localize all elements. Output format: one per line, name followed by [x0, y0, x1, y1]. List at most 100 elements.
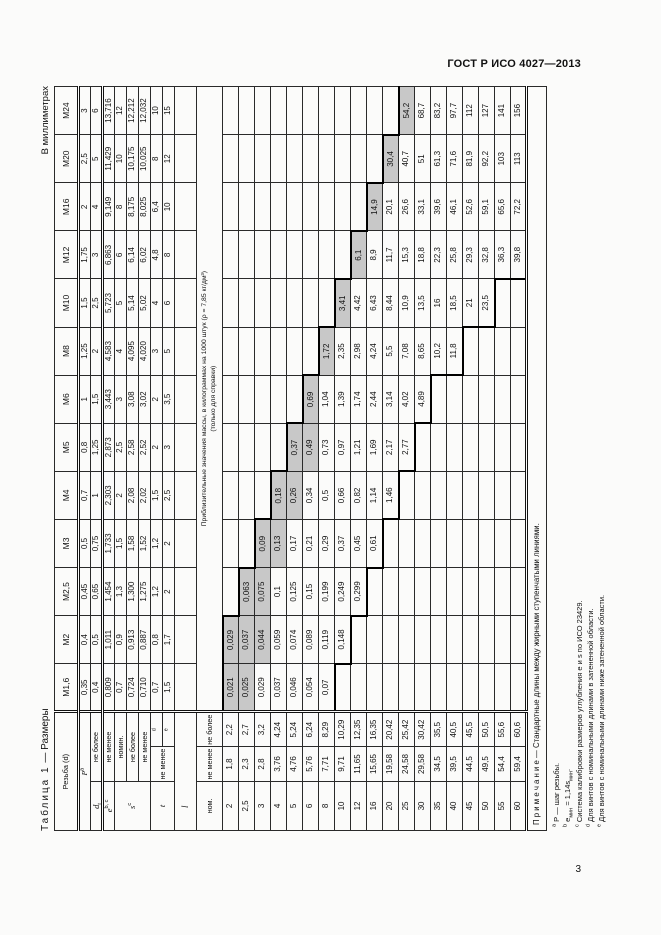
mass-cell — [510, 278, 527, 328]
s-max-cell: 8,175 — [126, 182, 139, 231]
mass-cell: 0,97 — [334, 423, 351, 472]
t-long-cell: 1,7 — [162, 615, 175, 664]
mass-cell — [302, 278, 319, 328]
mass-cell — [238, 230, 255, 279]
length-nom-cell: 8 — [318, 781, 335, 831]
length-max-cell: 2,7 — [238, 711, 255, 747]
size-header-cell: М2,5 — [54, 567, 79, 616]
mass-cell — [254, 278, 271, 328]
dt-value-cell: 2 — [90, 327, 103, 376]
spacer-cell — [174, 471, 197, 520]
t-short-mark: d — [150, 711, 163, 747]
t-short-cell: 0,8 — [150, 615, 163, 664]
pitch-value-cell: 0,4 — [78, 615, 91, 664]
mass-cell — [446, 519, 463, 568]
mass-cell: 0,13 — [270, 519, 287, 568]
t-short-cell: 6,4 — [150, 182, 163, 231]
mass-cell: 4,02 — [398, 375, 415, 424]
s-max-cell: 1,300 — [126, 567, 139, 616]
length-max-cell: 16,35 — [366, 711, 383, 747]
pitch-value-cell: 1,25 — [78, 327, 91, 376]
t-long-cell: 2,5 — [162, 471, 175, 520]
mass-cell: 32,8 — [478, 230, 495, 279]
size-header-cell: М24 — [54, 86, 79, 135]
mass-cell: 11,7 — [382, 230, 399, 279]
mass-cell — [222, 278, 239, 328]
mass-cell: 0,046 — [286, 663, 303, 712]
mass-cell: 16 — [430, 278, 447, 328]
mass-cell — [494, 567, 511, 616]
mass-cell — [302, 86, 319, 135]
mass-cell: 0,66 — [334, 471, 351, 520]
length-min-cell: 9,71 — [334, 746, 351, 782]
footnote: а Р — шаг резьбы. — [551, 762, 562, 827]
mass-cell — [238, 327, 255, 376]
mass-cell: 2,17 — [382, 423, 399, 472]
s-max-cell: 5,14 — [126, 278, 139, 328]
mass-cell — [366, 567, 383, 616]
mass-cell — [334, 230, 351, 279]
spacer-cell — [174, 86, 197, 135]
mass-cell — [478, 375, 495, 424]
e-value-cell: 6,863 — [102, 230, 115, 279]
mass-cell — [222, 567, 239, 616]
s-min-cell: 1,52 — [138, 519, 151, 568]
units-label: В миллиметрах — [40, 86, 51, 155]
mass-cell — [238, 182, 255, 231]
t-short-cell: 1,5 — [150, 471, 163, 520]
mass-cell — [366, 134, 383, 183]
mass-cell: 52,6 — [462, 182, 479, 231]
mass-cell: 25,8 — [446, 230, 463, 279]
mass-cell — [414, 663, 431, 712]
mass-cell — [286, 375, 303, 424]
s-min-cell: 8,025 — [138, 182, 151, 231]
mass-cell: 65,6 — [494, 182, 511, 231]
spacer-cell — [174, 278, 197, 328]
mass-cell — [462, 663, 479, 712]
mass-cell — [270, 423, 287, 472]
length-max-cell: 10,29 — [334, 711, 351, 747]
length-min-cell: 2,8 — [254, 746, 271, 782]
mass-cell — [270, 230, 287, 279]
dt-criterion-label: не более — [90, 711, 103, 782]
mass-cell — [302, 134, 319, 183]
mass-header-cell: Приблизительные значения массы, в килогр… — [196, 86, 223, 712]
mass-cell — [350, 134, 367, 183]
mass-cell — [222, 375, 239, 424]
mass-cell: 30,4 — [382, 134, 399, 183]
mass-cell — [366, 663, 383, 712]
s-min-cell: 6,02 — [138, 230, 151, 279]
mass-cell — [462, 615, 479, 664]
dt-value-cell: 2,5 — [90, 278, 103, 328]
dt-value-cell: 6 — [90, 86, 103, 135]
mass-cell: 0,37 — [286, 423, 303, 472]
mass-cell — [382, 519, 399, 568]
mass-cell — [462, 423, 479, 472]
table-caption: Таблица 1 — Размеры — [40, 708, 51, 831]
s-max-cell: 2,08 — [126, 471, 139, 520]
mass-cell: 10,9 — [398, 278, 415, 328]
length-nom-cell: 20 — [382, 781, 399, 831]
s-max-cell: 12,212 — [126, 86, 139, 135]
mass-cell — [334, 663, 351, 712]
mass-cell: 6,43 — [366, 278, 383, 328]
spacer-cell — [174, 327, 197, 376]
pitch-value-cell: 0,45 — [78, 567, 91, 616]
mass-cell: 51 — [414, 134, 431, 183]
mass-cell: 0,15 — [302, 567, 319, 616]
t-short-cell: 0,7 — [150, 663, 163, 712]
mass-cell: 1,69 — [366, 423, 383, 472]
mass-cell: 2,77 — [398, 423, 415, 472]
pitch-value-cell: 0,35 — [78, 663, 91, 712]
s-min-cell: 4,020 — [138, 327, 151, 376]
length-max-cell: 25,42 — [398, 711, 415, 747]
table-note: П р и м е ч а н и е — Стандартные длины … — [526, 86, 547, 831]
length-nom-cell: 25 — [398, 781, 415, 831]
mass-cell — [510, 327, 527, 376]
length-nom-cell: 10 — [334, 781, 351, 831]
mass-cell — [254, 134, 271, 183]
length-min-cell: 15,65 — [366, 746, 383, 782]
mass-cell — [494, 375, 511, 424]
mass-cell — [414, 519, 431, 568]
